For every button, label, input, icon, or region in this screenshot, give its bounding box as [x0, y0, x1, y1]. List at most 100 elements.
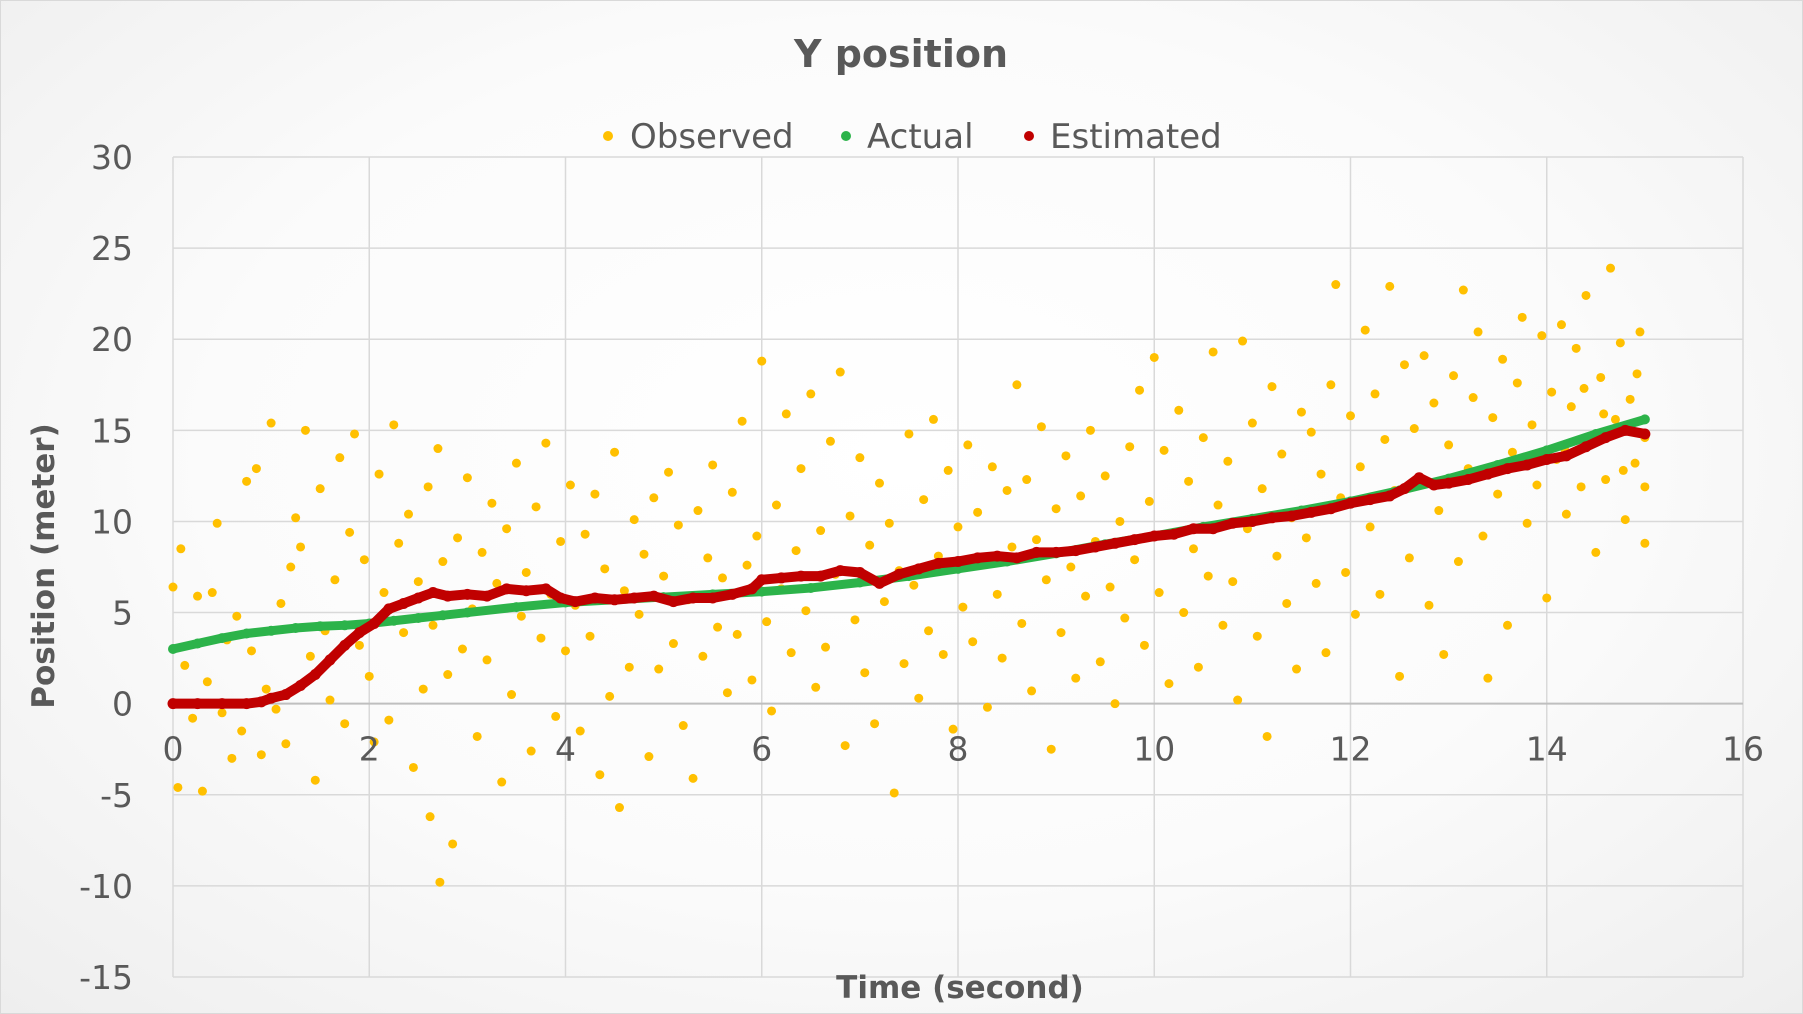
estimated-point — [1305, 506, 1317, 518]
estimated-point — [1011, 552, 1023, 564]
observed-point — [747, 675, 757, 685]
estimated-point — [398, 597, 410, 609]
observed-point — [1409, 424, 1419, 434]
legend-marker-actual — [841, 131, 851, 141]
actual-point — [756, 586, 767, 597]
actual-point — [1541, 445, 1552, 456]
observed-point — [634, 609, 644, 619]
observed-point — [1252, 631, 1262, 641]
estimated-point — [756, 574, 768, 586]
estimated-point — [609, 594, 621, 606]
observed-point — [1360, 325, 1370, 335]
estimated-point — [520, 585, 532, 597]
observed-point — [943, 465, 953, 475]
observed-point — [423, 482, 433, 492]
observed-point — [845, 511, 855, 521]
observed-point — [428, 620, 438, 630]
observed-point — [1434, 506, 1444, 516]
observed-point — [1488, 413, 1498, 423]
actual-point — [511, 602, 522, 613]
observed-point — [193, 591, 203, 601]
observed-point — [1615, 338, 1625, 348]
observed-point — [1493, 489, 1503, 499]
observed-point — [649, 493, 659, 503]
observed-point — [1326, 380, 1336, 390]
estimated-point — [309, 669, 321, 681]
actual-point — [315, 621, 326, 632]
observed-point — [614, 803, 624, 813]
observed-point — [1198, 433, 1208, 443]
actual-point — [437, 610, 448, 621]
observed-point — [556, 536, 566, 546]
observed-point — [698, 651, 708, 661]
observed-point — [664, 467, 674, 477]
y-tick-label: 30 — [91, 138, 133, 177]
observed-point — [1135, 385, 1145, 395]
actual-point — [413, 613, 424, 624]
estimated-point — [932, 557, 944, 569]
observed-point — [1444, 440, 1454, 450]
observed-point — [1208, 347, 1218, 357]
observed-point — [477, 547, 487, 557]
actual-point — [1639, 414, 1650, 425]
observed-point — [801, 606, 811, 616]
observed-point — [1473, 327, 1483, 337]
observed-point — [1556, 320, 1566, 330]
estimated-point — [216, 698, 228, 710]
observed-point — [1625, 394, 1635, 404]
estimated-point — [1398, 483, 1410, 495]
observed-point — [354, 640, 364, 650]
observed-point — [247, 646, 256, 656]
estimated-point — [1639, 428, 1651, 440]
chart-title: Y position — [793, 32, 1008, 76]
observed-point — [212, 518, 222, 528]
observed-point — [1566, 402, 1576, 412]
legend: Observed Actual Estimated — [603, 117, 1222, 157]
observed-point — [1179, 608, 1189, 618]
estimated-point — [1521, 459, 1533, 471]
observed-point — [1355, 462, 1365, 472]
observed-point — [1640, 482, 1650, 492]
y-tick-label: -15 — [79, 958, 133, 997]
observed-point — [1483, 673, 1493, 683]
actual-point — [339, 620, 350, 631]
actual-point — [388, 615, 399, 626]
x-tick-label: 0 — [163, 730, 184, 769]
observed-point — [237, 726, 247, 736]
observed-point — [992, 589, 1002, 599]
observed-point — [435, 877, 445, 887]
estimated-point — [952, 556, 964, 568]
observed-point — [953, 522, 963, 532]
observed-point — [1380, 434, 1390, 444]
observed-point — [492, 578, 502, 588]
observed-point — [1599, 409, 1609, 419]
observed-point — [271, 704, 281, 714]
observed-point — [1306, 427, 1316, 437]
estimated-point — [167, 698, 179, 710]
observed-point — [1561, 509, 1571, 519]
observed-point — [1193, 662, 1203, 672]
x-tick-label: 8 — [948, 730, 969, 769]
observed-point — [1537, 331, 1547, 341]
observed-point — [418, 684, 428, 694]
estimated-point — [1580, 441, 1592, 453]
observed-point — [1130, 555, 1140, 565]
observed-point — [1120, 613, 1130, 623]
observed-point — [1346, 411, 1355, 421]
observed-point — [1159, 445, 1169, 455]
observed-point — [762, 617, 772, 627]
observed-point — [1076, 491, 1086, 501]
observed-point — [276, 598, 286, 608]
observed-point — [1439, 649, 1449, 659]
observed-point — [1453, 557, 1463, 567]
estimated-point — [834, 565, 846, 577]
observed-point — [1095, 657, 1105, 667]
observed-point — [1350, 609, 1360, 619]
estimated-point — [1188, 523, 1199, 535]
x-tick-label: 12 — [1330, 730, 1372, 769]
observed-point — [821, 642, 831, 652]
observed-point — [904, 429, 914, 439]
observed-point — [1610, 414, 1620, 424]
observed-point — [1115, 516, 1125, 526]
observed-point — [703, 553, 713, 563]
